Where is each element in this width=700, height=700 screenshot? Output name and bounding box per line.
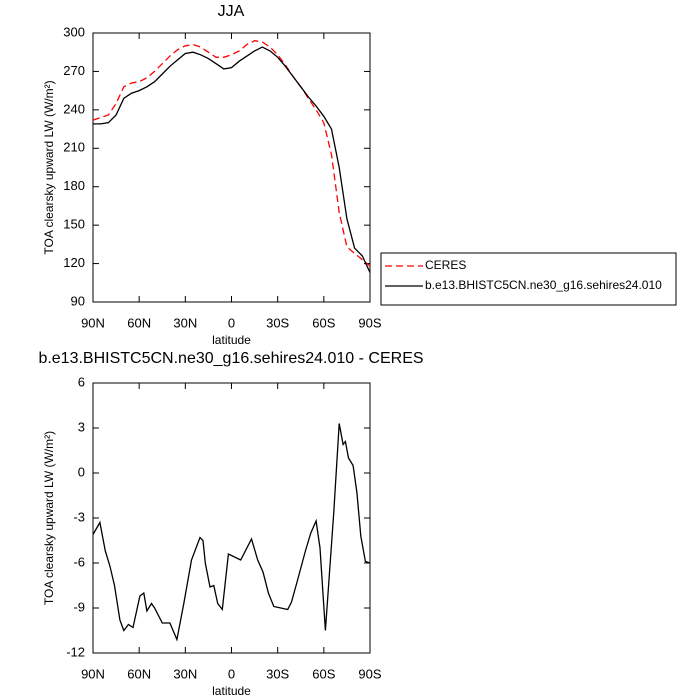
y-axis-label: TOA clearsky upward LW (W/m²): [42, 80, 56, 254]
data-line: [93, 46, 371, 273]
plot-frame: [92, 32, 371, 303]
y-tick-label: -6: [73, 554, 85, 569]
x-tick-label: 60N: [127, 315, 151, 330]
y-tick-label: 120: [63, 255, 85, 270]
x-tick-label: 30S: [266, 315, 289, 330]
y-tick-label: 3: [78, 419, 85, 434]
y-tick-label: 270: [63, 63, 85, 78]
x-tick-label: 60S: [312, 666, 335, 681]
y-tick-label: 90: [71, 293, 85, 308]
y-tick-label: 240: [63, 101, 85, 116]
chart-title: b.e13.BHISTC5CN.ne30_g16.sehires24.010 -…: [38, 350, 423, 367]
y-tick-label: 0: [78, 464, 85, 479]
x-tick-label: 90S: [358, 666, 381, 681]
legend-label: CERES: [425, 258, 466, 272]
legend-label: b.e13.BHISTC5CN.ne30_g16.sehires24.010: [425, 278, 662, 292]
x-axis-label: latitude: [212, 333, 251, 347]
x-tick-label: 0: [228, 315, 235, 330]
x-tick-label: 60N: [127, 666, 151, 681]
x-tick-label: 90N: [81, 315, 105, 330]
y-tick-label: -9: [73, 599, 85, 614]
x-tick-label: 0: [228, 666, 235, 681]
y-tick-label: 150: [63, 217, 85, 232]
x-axis-label: latitude: [212, 684, 251, 698]
data-line: [92, 40, 371, 267]
y-tick-label: 300: [63, 24, 85, 39]
x-tick-label: 30N: [173, 315, 197, 330]
y-tick-label: 210: [63, 140, 85, 155]
y-tick-label: 180: [63, 178, 85, 193]
y-tick-label: -3: [73, 509, 85, 524]
x-tick-label: 90S: [358, 315, 381, 330]
legend-box: [380, 252, 677, 306]
x-tick-label: 60S: [312, 315, 335, 330]
x-tick-label: 90N: [81, 666, 105, 681]
y-tick-label: -12: [66, 644, 85, 659]
chart-title: JJA: [218, 3, 245, 20]
data-line: [92, 423, 371, 642]
plot-frame: [92, 382, 371, 654]
x-tick-label: 30N: [173, 666, 197, 681]
y-tick-label: 6: [78, 374, 85, 389]
x-tick-label: 30S: [266, 666, 289, 681]
y-axis-label: TOA clearsky upward LW (W/m²): [42, 431, 56, 605]
